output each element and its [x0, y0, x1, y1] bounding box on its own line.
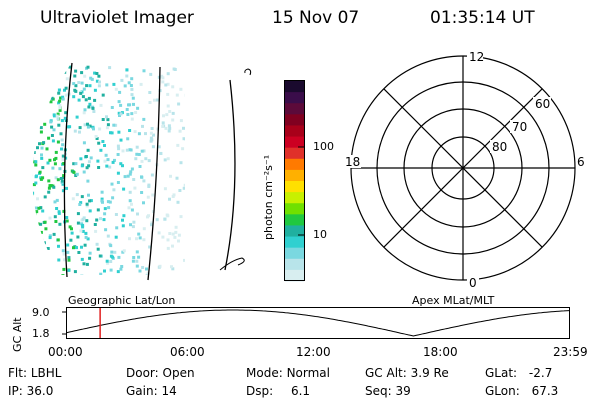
- timeline-xtick-1800: 18:00: [423, 345, 458, 359]
- footer-gc-alt: GC Alt: 3.9 Re: [365, 366, 449, 380]
- colorbar-segment: [285, 203, 304, 215]
- date-label: 15 Nov 07: [272, 8, 360, 28]
- timeline-left-title: Geographic Lat/Lon: [68, 294, 176, 307]
- colorbar-segment: [285, 136, 304, 149]
- footer-dsp: Dsp: 6.1: [246, 384, 311, 398]
- colorbar-tick-label-100: 100: [313, 140, 334, 153]
- timeline-ytick-1-8: 1.8: [32, 327, 50, 340]
- lon-line-3: [224, 79, 236, 271]
- time-label: 01:35:14 UT: [430, 8, 535, 28]
- colorbar-segment: [285, 114, 304, 126]
- mlt-label-6: 6: [577, 155, 585, 169]
- altitude-timeline: [62, 307, 570, 339]
- coastline-fragment: [244, 68, 252, 76]
- footer-seq: Seq: 39: [365, 384, 411, 398]
- colorbar-segment: [285, 169, 304, 182]
- colorbar-segment: [285, 147, 304, 160]
- mlt-label-12: 12: [469, 50, 484, 64]
- instrument-title: Ultraviolet Imager: [40, 8, 194, 28]
- timeline-ylabel: GC Alt: [11, 317, 24, 352]
- colorbar-segment: [285, 192, 304, 204]
- mlt-label-18: 18: [345, 155, 360, 169]
- colorbar-units: photon cm⁻²s⁻¹: [262, 154, 275, 240]
- footer-ip: IP: 36.0: [8, 384, 54, 398]
- colorbar-segment: [285, 236, 304, 249]
- polar-mlt-plot: 12 0 18 6 60 70 80: [343, 50, 588, 290]
- timeline-right-title: Apex MLat/MLT: [412, 294, 495, 307]
- colorbar-segment: [285, 269, 304, 282]
- timeline-xtick-2359: 23:59: [553, 345, 588, 359]
- footer-door: Door: Open: [126, 366, 195, 380]
- footer-glon: GLon: 67.3: [485, 384, 559, 398]
- colorbar-segment: [285, 103, 304, 115]
- auroral-emission-pixels: [32, 65, 185, 275]
- timeline-xtick-0600: 06:00: [170, 345, 205, 359]
- colorbar-segment: [285, 81, 304, 93]
- colorbar-segment: [285, 214, 304, 226]
- colorbar-segment: [285, 181, 304, 193]
- colorbar-tick-label-10: 10: [313, 228, 327, 241]
- colorbar-segment: [285, 158, 304, 171]
- colorbar: [284, 80, 305, 282]
- footer-glat: GLat: -2.7: [485, 366, 553, 380]
- colorbar-segment: [285, 92, 304, 104]
- lon-line-1: [63, 62, 73, 278]
- timeline-xtick-0000: 00:00: [48, 345, 83, 359]
- timeline-xtick-1200: 12:00: [296, 345, 331, 359]
- lon-line-2: [147, 66, 161, 281]
- altitude-curve: [66, 309, 570, 337]
- timeline-ytick-9: 9.0: [32, 306, 50, 319]
- colorbar-segment: [285, 125, 304, 138]
- colorbar-segment: [285, 247, 304, 260]
- mlt-label-0: 0: [469, 276, 477, 290]
- colorbar-segment: [285, 258, 304, 271]
- footer-mode: Mode: Normal: [246, 366, 330, 380]
- colorbar-segment: [285, 225, 304, 238]
- footer-gain: Gain: 14: [126, 384, 177, 398]
- lat-label-60: 60: [535, 97, 550, 111]
- auroral-image: [32, 62, 252, 281]
- meridian-diag-2: [383, 88, 543, 248]
- footer-flt: Flt: LBHL: [8, 366, 62, 380]
- lat-label-70: 70: [512, 120, 527, 134]
- coastline-fragment-2: [219, 257, 245, 271]
- lat-label-80: 80: [492, 140, 507, 154]
